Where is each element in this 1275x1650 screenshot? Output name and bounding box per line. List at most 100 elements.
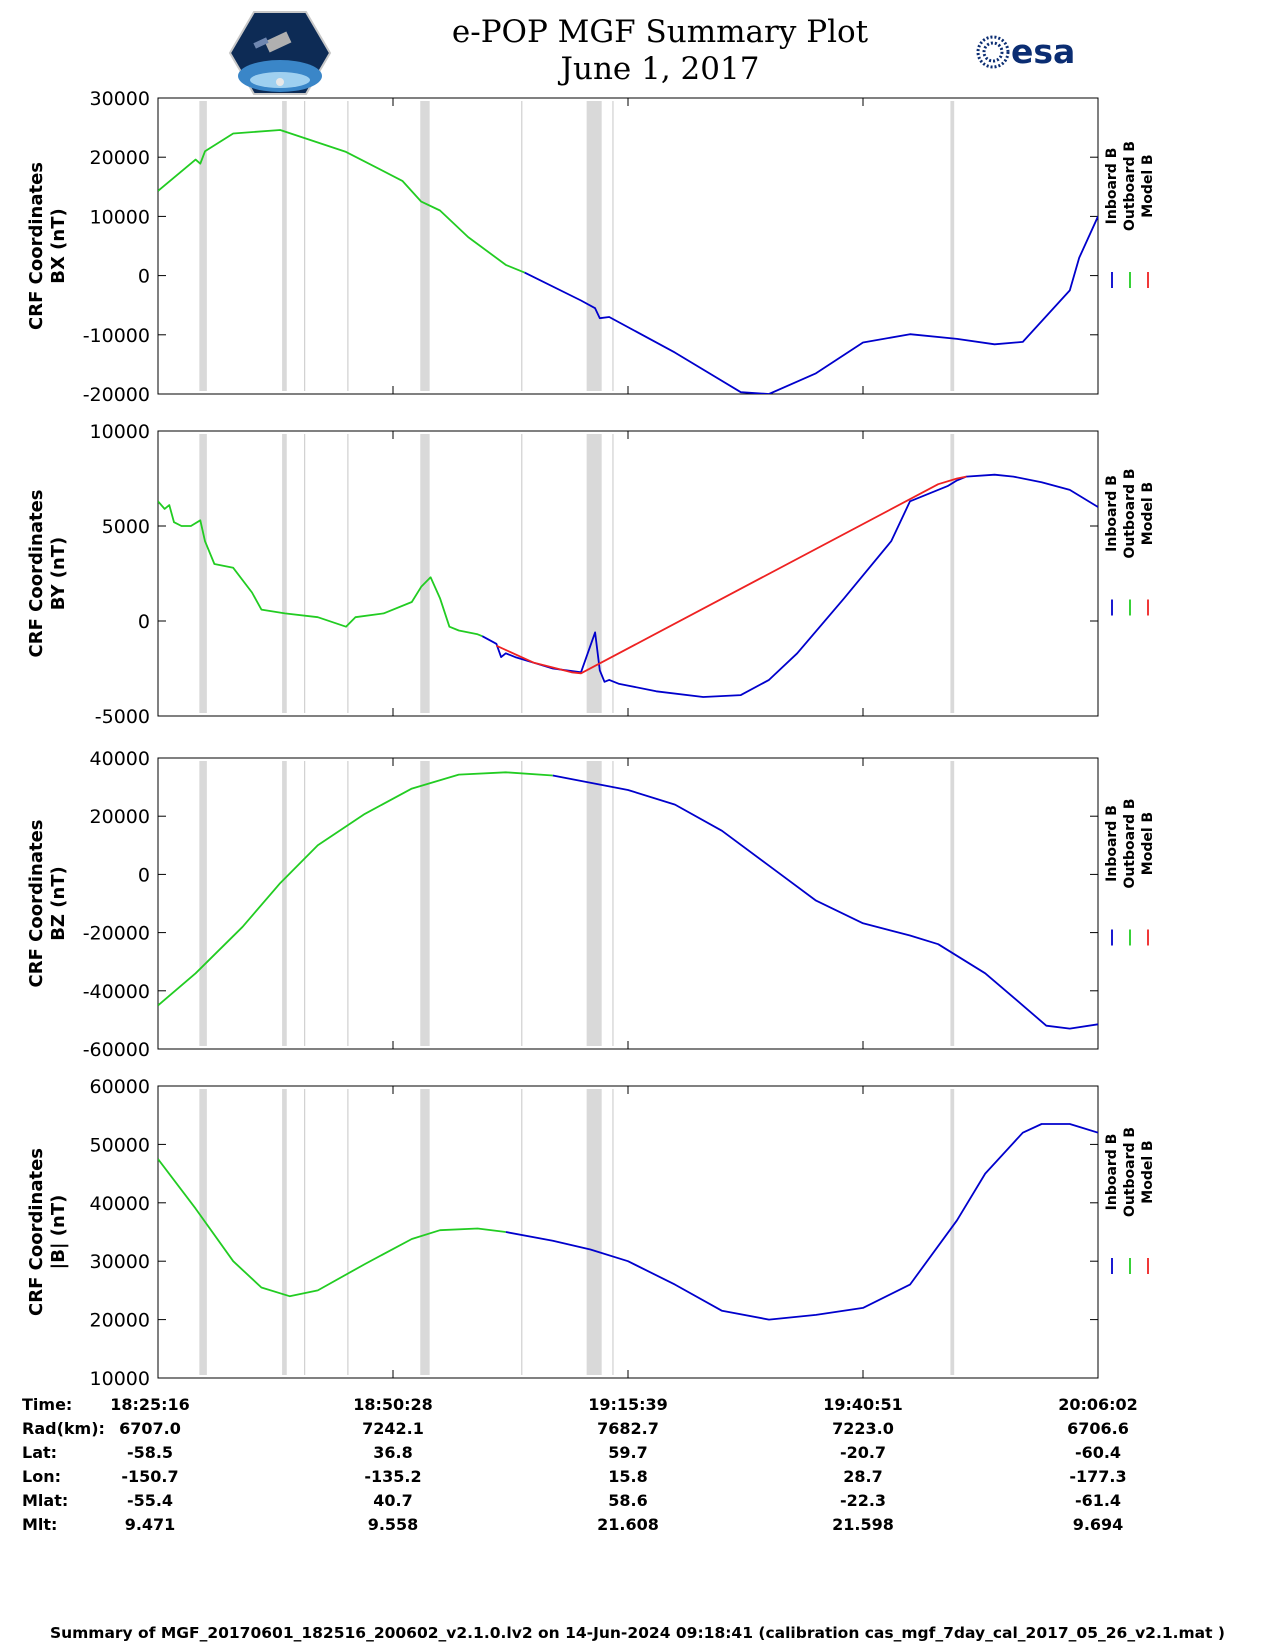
series-line-outboard-b [158, 129, 525, 274]
y-tick-label: 5000 [102, 516, 150, 538]
shaded-band [420, 101, 430, 391]
y-tick-label: 10000 [90, 421, 150, 443]
y-axis-label-line1: CRF Coordinates [26, 162, 47, 330]
y-axis-label: CRF Coordinates|B| (nT) [26, 1148, 69, 1316]
y-axis-label-line2: |B| (nT) [48, 1195, 69, 1270]
series-line-inboard-b [505, 1123, 1098, 1321]
ephem-value-mlt: 9.471 [124, 1515, 176, 1534]
shaded-band [199, 1089, 207, 1375]
ephem-value-time: 18:50:28 [353, 1395, 433, 1414]
ephem-label-mlat: Mlat: [22, 1491, 69, 1510]
ephem-value-rad: 7242.1 [362, 1419, 424, 1438]
y-tick-label: 0 [138, 611, 150, 633]
legend-label: Inboard B [1104, 1134, 1120, 1211]
legend-label: Model B [1140, 1140, 1156, 1203]
series-line-inboard-b [524, 216, 1098, 394]
ephem-value-lon: 28.7 [843, 1467, 883, 1486]
title-line-1: e-POP MGF Summary Plot [451, 14, 869, 50]
y-axis-label-line2: BX (nT) [48, 208, 69, 283]
ephem-label-mlt: Mlt: [22, 1515, 58, 1534]
ephem-value-lat: 36.8 [373, 1443, 413, 1462]
ephem-value-lon: -150.7 [121, 1467, 179, 1486]
ephem-value-rad: 7223.0 [832, 1419, 894, 1438]
series-line-inboard-b [552, 774, 1098, 1030]
y-axis-label: CRF CoordinatesBX (nT) [26, 162, 69, 330]
esa-logo-text: esa [1011, 32, 1075, 71]
shaded-band [420, 1089, 430, 1375]
legend-label: Model B [1140, 482, 1156, 545]
ephem-value-lat: -58.5 [126, 1443, 174, 1462]
ephem-label-time: Time: [22, 1395, 73, 1414]
ephem-value-mlt: 21.598 [832, 1515, 894, 1534]
ephem-value-mlat: -61.4 [1074, 1491, 1122, 1510]
ephem-value-mlt: 9.694 [1072, 1515, 1124, 1534]
ephem-value-mlat: -55.4 [126, 1491, 174, 1510]
axes-box [157, 1085, 1099, 1379]
y-tick-label: 30000 [90, 1251, 150, 1273]
legend-label: Outboard B [1122, 141, 1138, 231]
ephem-label-rad: Rad(km): [22, 1419, 105, 1438]
series-line-outboard-b [158, 500, 483, 638]
legend-label: Outboard B [1122, 1127, 1138, 1217]
y-tick-label: -5000 [95, 706, 150, 728]
y-tick-label: -40000 [83, 981, 150, 1003]
ephem-value-rad: 6706.6 [1067, 1419, 1129, 1438]
legend-label: Model B [1140, 812, 1156, 875]
ephem-value-lat: -60.4 [1074, 1443, 1122, 1462]
ephem-label-lat: Lat: [22, 1443, 58, 1462]
y-tick-label: 0 [138, 864, 150, 886]
ephem-value-time: 18:25:16 [110, 1395, 190, 1414]
shaded-band [199, 434, 207, 713]
y-tick-label: 30000 [90, 88, 150, 110]
y-tick-label: -10000 [83, 325, 150, 347]
y-tick-label: 10000 [90, 206, 150, 228]
y-tick-label: -20000 [83, 923, 150, 945]
shaded-band [282, 1089, 287, 1375]
series-line-outboard-b [158, 771, 553, 1007]
cassiope-logo [228, 11, 332, 95]
shaded-band [199, 101, 207, 391]
y-axis-label: CRF CoordinatesBY (nT) [26, 490, 69, 658]
shaded-band [282, 101, 287, 391]
y-tick-label: 0 [138, 266, 150, 288]
ephem-value-mlat: 58.6 [608, 1491, 648, 1510]
y-axis-label-line1: CRF Coordinates [26, 490, 47, 658]
series-line-outboard-b [158, 1158, 506, 1298]
ephem-value-mlt: 9.558 [367, 1515, 419, 1534]
y-tick-label: 10000 [90, 1368, 150, 1390]
ephem-value-lon: 15.8 [608, 1467, 648, 1486]
legend-label: Model B [1140, 154, 1156, 217]
panel-4: 60000 50000 40000 30000 20000 10000 CRF Coordi… [26, 1076, 1156, 1390]
ephem-value-mlat: 40.7 [373, 1491, 413, 1510]
y-tick-label: 20000 [90, 147, 150, 169]
shaded-band [586, 1089, 602, 1375]
y-tick-label: -20000 [83, 384, 150, 406]
shaded-band [199, 761, 207, 1046]
legend-label: Outboard B [1122, 798, 1138, 888]
ephem-value-time: 20:06:02 [1058, 1395, 1138, 1414]
plot-title: e-POP MGF Summary Plot June 1, 2017 [340, 14, 980, 88]
shaded-band [950, 1089, 955, 1375]
series-line-model-b [496, 475, 967, 675]
ephem-label-lon: Lon: [22, 1467, 61, 1486]
y-tick-label: 50000 [90, 1134, 150, 1156]
panel-1: 30000 20000 10000 0 -10000 -20000 CRF Coordina… [26, 88, 1156, 406]
legend-label: Inboard B [1104, 475, 1120, 552]
y-axis-label-line2: BY (nT) [48, 537, 69, 611]
shaded-band [586, 761, 602, 1046]
title-line-2: June 1, 2017 [560, 51, 760, 87]
shaded-band [282, 434, 287, 713]
ephem-value-lon: -135.2 [364, 1467, 422, 1486]
y-axis-label-line1: CRF Coordinates [26, 1148, 47, 1316]
ephem-value-time: 19:15:39 [588, 1395, 668, 1414]
ephem-value-lon: -177.3 [1069, 1467, 1127, 1486]
series-line-inboard-b [481, 473, 1098, 698]
legend-label: Inboard B [1104, 148, 1120, 225]
y-tick-label: 60000 [90, 1076, 150, 1098]
shaded-band [950, 761, 955, 1046]
axes-box [157, 97, 1099, 395]
legend-label: Inboard B [1104, 805, 1120, 882]
panel-2: 10000 5000 0 -5000 CRF CoordinatesBY (nT) Inb… [26, 421, 1156, 728]
shaded-band [420, 434, 430, 713]
